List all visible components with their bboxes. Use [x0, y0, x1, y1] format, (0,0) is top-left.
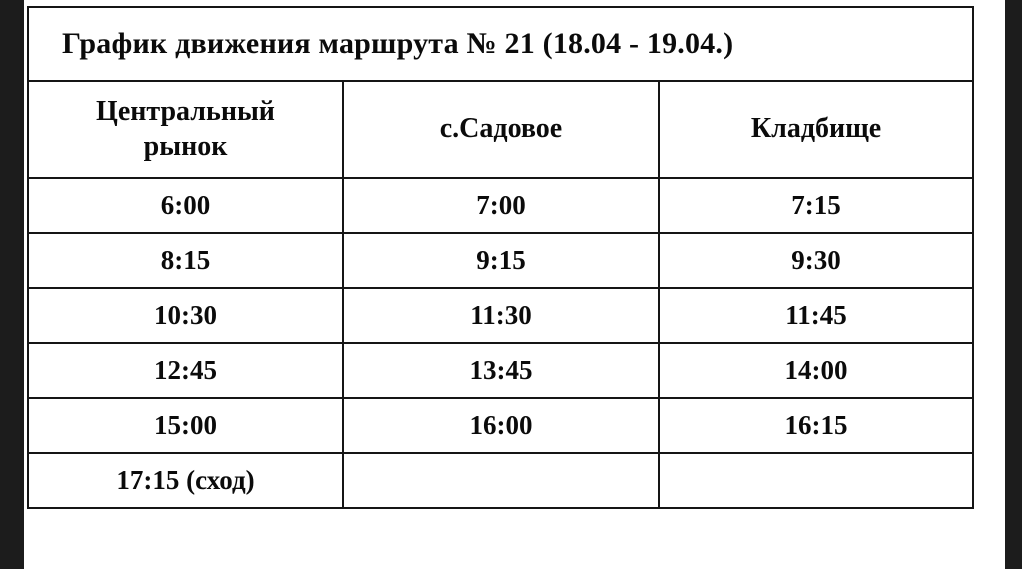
departure-time-central-market: 6:00: [27, 177, 344, 234]
title-row: График движения маршрута № 21 (18.04 - 1…: [26, 6, 975, 82]
table-row: 15:00 16:00 16:15: [27, 397, 975, 454]
table-row: 17:15 (сход): [27, 452, 975, 509]
column-header-line-2: рынок: [143, 130, 228, 162]
column-header-line-1: с.Садовое: [439, 113, 563, 145]
departure-time-central-market: 8:15: [27, 232, 344, 289]
departure-time-cemetery: 9:30: [657, 232, 975, 289]
departure-time-central-market: 12:45: [27, 342, 344, 399]
column-header-central-market: Центральный рынок: [27, 80, 344, 179]
departure-time-sadovoe: 11:30: [342, 287, 660, 344]
bus-schedule-table: График движения маршрута № 21 (18.04 - 1…: [26, 6, 975, 509]
table-header-row: Центральный рынок с.Садовое Кладбище: [27, 80, 975, 179]
departure-time-sadovoe: [342, 452, 660, 509]
departure-time-central-market: 17:15 (сход): [27, 452, 344, 509]
departure-time-sadovoe: 13:45: [342, 342, 660, 399]
departure-time-cemetery: [657, 452, 975, 509]
departure-time-sadovoe: 16:00: [342, 397, 660, 454]
table-row: 12:45 13:45 14:00: [27, 342, 975, 399]
departure-time-sadovoe: 9:15: [342, 232, 660, 289]
departure-time-central-market: 15:00: [27, 397, 344, 454]
departure-time-cemetery: 11:45: [657, 287, 975, 344]
departure-time-cemetery: 16:15: [657, 397, 975, 454]
schedule-title: График движения маршрута № 21 (18.04 - 1…: [26, 6, 975, 82]
column-header-line-1: Центральный: [96, 96, 275, 128]
column-header-line-1: Кладбище: [750, 113, 882, 145]
table-row: 6:00 7:00 7:15: [27, 177, 975, 234]
departure-time-cemetery: 7:15: [657, 177, 975, 234]
departure-time-central-market: 10:30: [27, 287, 344, 344]
table-row: 8:15 9:15 9:30: [27, 232, 975, 289]
departure-time-cemetery: 14:00: [657, 342, 975, 399]
left-scan-edge: [0, 0, 24, 569]
departure-time-sadovoe: 7:00: [342, 177, 660, 234]
column-header-cemetery: Кладбище: [657, 80, 975, 179]
column-header-sadovoe: с.Садовое: [342, 80, 660, 179]
right-scan-edge: [1005, 0, 1022, 569]
table-row: 10:30 11:30 11:45: [27, 287, 975, 344]
